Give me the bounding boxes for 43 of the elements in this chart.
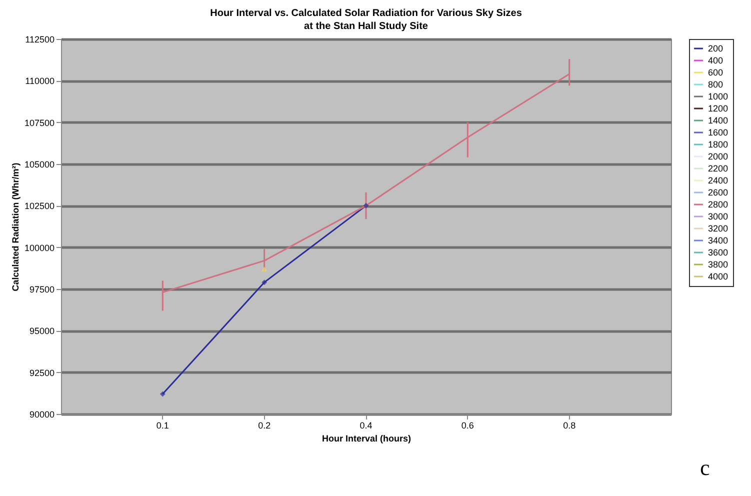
legend-label: 1000 — [708, 92, 728, 102]
y-tick-label: 112500 — [25, 34, 54, 44]
x-tick-label: 0.6 — [461, 420, 474, 430]
legend-label: 1200 — [708, 104, 728, 114]
point — [363, 202, 369, 208]
y-tick-label: 90000 — [29, 410, 54, 420]
legend-label: 400 — [708, 56, 724, 66]
y-tick-label: 100000 — [24, 242, 54, 253]
point — [262, 280, 268, 286]
legend-label: 3800 — [708, 260, 728, 270]
y-axis-title: Calculated Radiation (Whr/m²) — [10, 162, 20, 292]
y-tick-label: 92500 — [29, 368, 54, 378]
y-tick-label: 102500 — [24, 201, 54, 212]
legend-label: 2400 — [708, 176, 728, 186]
legend-label: 4000 — [708, 272, 728, 282]
legend-label: 3400 — [708, 236, 728, 246]
x-tick-label: 0.8 — [563, 420, 576, 430]
legend-label: 3200 — [708, 224, 728, 234]
legend-label: 3000 — [708, 212, 728, 222]
legend-label: 2200 — [708, 164, 728, 174]
chart-subtitle: at the Stan Hall Study Site — [304, 21, 428, 32]
legend-label: 600 — [708, 68, 724, 78]
legend-label: 1600 — [708, 128, 728, 138]
legend-label: 2000 — [708, 152, 728, 162]
y-tick-label: 105000 — [24, 160, 54, 170]
y-tick-label: 95000 — [29, 326, 54, 336]
y-tick-label: 97500 — [29, 284, 54, 294]
point — [160, 391, 166, 397]
x-tick-label: 0.1 — [156, 420, 169, 430]
x-axis-title: Hour Interval (hours) — [322, 434, 412, 444]
legend-label: 1400 — [708, 116, 728, 126]
legend-label: 3600 — [708, 248, 728, 258]
x-tick-label: 0.4 — [360, 420, 372, 430]
chart-title: Hour Interval vs. Calculated Solar Radiation for Various Sky Sizes — [210, 8, 522, 19]
x-tick-label: 0.2 — [258, 420, 271, 430]
legend-label: 200 — [708, 44, 724, 54]
legend-label: 2600 — [708, 188, 728, 198]
legend-label: 800 — [708, 80, 724, 90]
y-tick-label: 107500 — [24, 118, 54, 128]
legend-label: 1800 — [708, 140, 728, 150]
y-tick-label: 110000 — [25, 76, 54, 86]
text: c — [700, 455, 710, 481]
legend-label: 2800 — [708, 200, 728, 210]
